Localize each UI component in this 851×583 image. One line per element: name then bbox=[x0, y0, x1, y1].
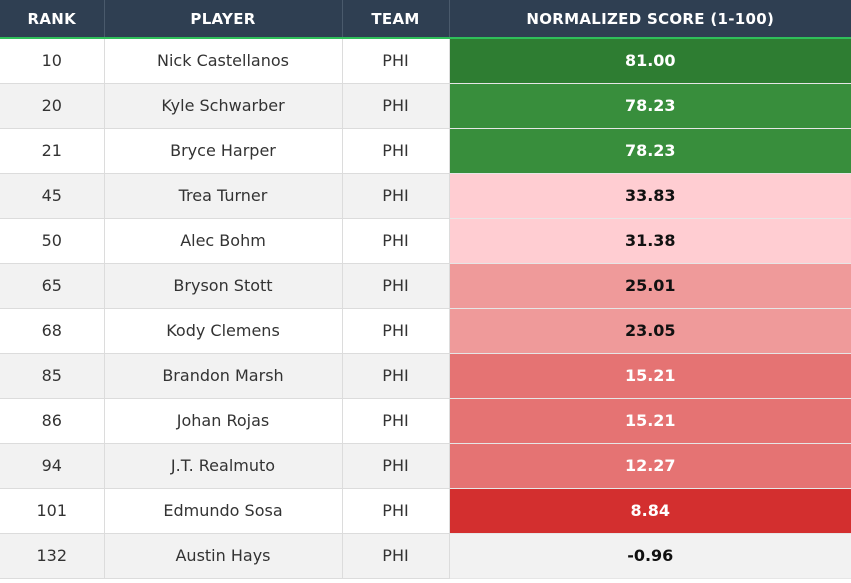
team-cell: PHI bbox=[342, 353, 450, 399]
normalized-score-cell: 33.83 bbox=[449, 173, 851, 219]
team-cell: PHI bbox=[342, 398, 450, 444]
table-row: 50 Alec Bohm PHI 31.38 bbox=[0, 218, 851, 264]
table-row: 132 Austin Hays PHI -0.96 bbox=[0, 533, 851, 579]
team-column-header[interactable]: TEAM bbox=[342, 0, 450, 39]
team-cell: PHI bbox=[342, 218, 450, 264]
player-name-cell: Austin Hays bbox=[104, 533, 343, 579]
rank-column-header[interactable]: RANK bbox=[0, 0, 105, 39]
team-cell: PHI bbox=[342, 533, 450, 579]
normalized-score-cell: 8.84 bbox=[449, 488, 851, 534]
normalized-score-cell: 31.38 bbox=[449, 218, 851, 264]
table-row: 45 Trea Turner PHI 33.83 bbox=[0, 173, 851, 219]
rank-cell: 68 bbox=[0, 308, 105, 354]
normalized-score-cell: 15.21 bbox=[449, 398, 851, 444]
rank-cell: 45 bbox=[0, 173, 105, 219]
normalized-score-cell: 12.27 bbox=[449, 443, 851, 489]
rank-cell: 10 bbox=[0, 38, 105, 84]
score-column-header[interactable]: NORMALIZED SCORE (1-100) bbox=[449, 0, 851, 39]
rank-cell: 20 bbox=[0, 83, 105, 129]
player-name-cell: Nick Castellanos bbox=[104, 38, 343, 84]
table-row: 10 Nick Castellanos PHI 81.00 bbox=[0, 38, 851, 84]
table-row: 65 Bryson Stott PHI 25.01 bbox=[0, 263, 851, 309]
rank-cell: 101 bbox=[0, 488, 105, 534]
normalized-score-cell: 15.21 bbox=[449, 353, 851, 399]
rank-cell: 21 bbox=[0, 128, 105, 174]
player-name-cell: Alec Bohm bbox=[104, 218, 343, 264]
table-row: 94 J.T. Realmuto PHI 12.27 bbox=[0, 443, 851, 489]
normalized-score-cell: 78.23 bbox=[449, 128, 851, 174]
rank-cell: 86 bbox=[0, 398, 105, 444]
team-cell: PHI bbox=[342, 263, 450, 309]
table-row: 20 Kyle Schwarber PHI 78.23 bbox=[0, 83, 851, 129]
team-cell: PHI bbox=[342, 173, 450, 219]
player-name-cell: J.T. Realmuto bbox=[104, 443, 343, 489]
player-name-cell: Edmundo Sosa bbox=[104, 488, 343, 534]
rank-cell: 85 bbox=[0, 353, 105, 399]
table-body: 10 Nick Castellanos PHI 81.00 20 Kyle Schwarb… bbox=[0, 38, 851, 579]
rank-cell: 94 bbox=[0, 443, 105, 489]
player-name-cell: Brandon Marsh bbox=[104, 353, 343, 399]
player-name-cell: Johan Rojas bbox=[104, 398, 343, 444]
team-cell: PHI bbox=[342, 83, 450, 129]
normalized-score-cell: 78.23 bbox=[449, 83, 851, 129]
player-name-cell: Bryson Stott bbox=[104, 263, 343, 309]
normalized-score-cell: -0.96 bbox=[449, 533, 851, 579]
table-row: 86 Johan Rojas PHI 15.21 bbox=[0, 398, 851, 444]
rank-cell: 132 bbox=[0, 533, 105, 579]
player-name-cell: Trea Turner bbox=[104, 173, 343, 219]
team-cell: PHI bbox=[342, 308, 450, 354]
table-row: 101 Edmundo Sosa PHI 8.84 bbox=[0, 488, 851, 534]
header-row: RANK PLAYER TEAM NORMALIZED SCORE (1-100… bbox=[0, 0, 851, 39]
player-name-cell: Bryce Harper bbox=[104, 128, 343, 174]
team-cell: PHI bbox=[342, 38, 450, 84]
table-row: 68 Kody Clemens PHI 23.05 bbox=[0, 308, 851, 354]
rank-cell: 50 bbox=[0, 218, 105, 264]
team-cell: PHI bbox=[342, 128, 450, 174]
team-cell: PHI bbox=[342, 488, 450, 534]
normalized-score-cell: 81.00 bbox=[449, 38, 851, 84]
normalized-score-cell: 23.05 bbox=[449, 308, 851, 354]
team-cell: PHI bbox=[342, 443, 450, 489]
normalized-score-cell: 25.01 bbox=[449, 263, 851, 309]
player-name-cell: Kyle Schwarber bbox=[104, 83, 343, 129]
table-row: 21 Bryce Harper PHI 78.23 bbox=[0, 128, 851, 174]
player-column-header[interactable]: PLAYER bbox=[104, 0, 343, 39]
player-name-cell: Kody Clemens bbox=[104, 308, 343, 354]
table-row: 85 Brandon Marsh PHI 15.21 bbox=[0, 353, 851, 399]
rank-cell: 65 bbox=[0, 263, 105, 309]
table-header: RANK PLAYER TEAM NORMALIZED SCORE (1-100… bbox=[0, 0, 851, 39]
